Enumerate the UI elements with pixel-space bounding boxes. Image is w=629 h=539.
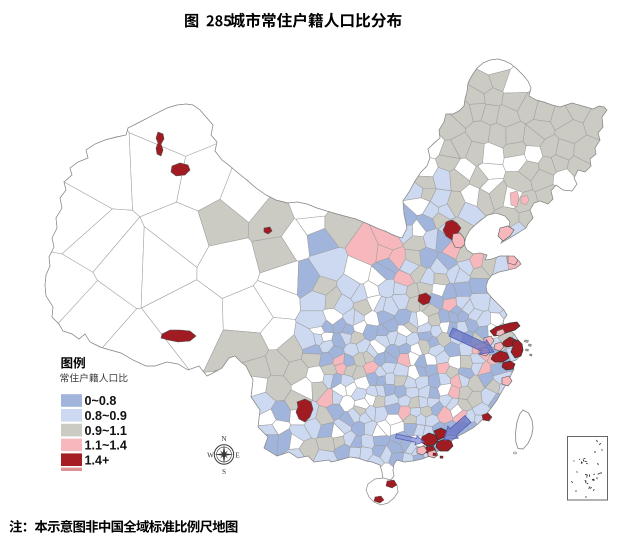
svg-text:E: E <box>235 452 240 460</box>
svg-text:1.4+: 1.4+ <box>85 453 110 467</box>
svg-text:N: N <box>221 435 227 443</box>
svg-text:1.1~1.4: 1.1~1.4 <box>85 439 127 453</box>
svg-text:0~0.8: 0~0.8 <box>85 394 117 408</box>
svg-text:0.9~1.1: 0.9~1.1 <box>85 424 127 438</box>
svg-text:0.8~0.9: 0.8~0.9 <box>85 409 127 423</box>
svg-text:W: W <box>207 452 214 460</box>
svg-text:S: S <box>222 468 226 476</box>
